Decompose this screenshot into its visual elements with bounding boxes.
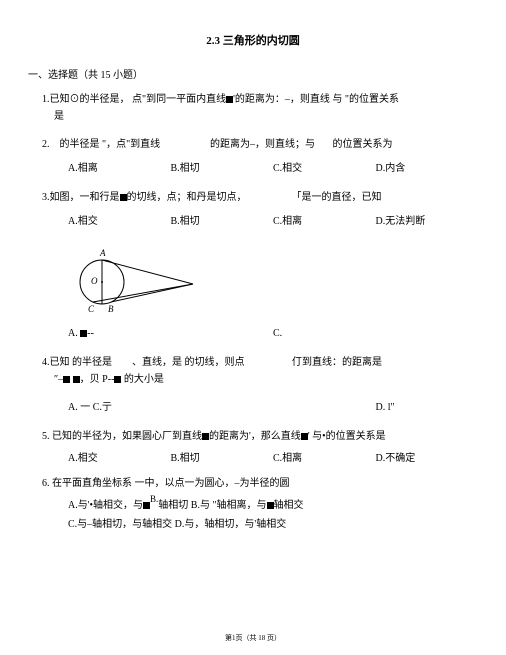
q4-num: 4. [42, 357, 50, 368]
question-4: 4.已知 的半径是 、直线，是 的切线，则点 仃到直线：的距离是 ″– ，贝 P… [28, 354, 478, 416]
q3-lowerA: A. -- [68, 326, 171, 342]
q4-text4: ″– [54, 374, 63, 385]
black-block-icon [120, 194, 127, 201]
q5-text1: 已知的半径为，如果圆心厂到直线 [52, 431, 202, 442]
q6-lineB: B. [150, 494, 158, 504]
q5-text2: 的距离为'，那么直线 [209, 431, 301, 442]
black-block-icon [114, 376, 121, 383]
label-O: O [91, 276, 98, 286]
q3-optA: A.相交 [68, 214, 171, 230]
circle-tangent-icon: A O C B [68, 244, 208, 316]
q2-text2: 的距离为–，则直线；与 [210, 139, 315, 150]
q2-options: A.相离 B.相切 C.相交 D.内含 [42, 161, 478, 177]
q3-options-lower: A. -- C. [42, 326, 478, 342]
q1-num: 1. [42, 94, 50, 105]
q3-optC: C.相离 [273, 214, 376, 230]
black-block-icon [143, 502, 150, 509]
q3-optD: D.无法判断 [376, 214, 479, 230]
q4-text2: 、直线，是 的切线，则点 [132, 357, 245, 368]
q1-text2: '的距离为：–，则直线 与 "的位置关系 [233, 94, 399, 105]
q5-optC: C.相离 [273, 451, 376, 467]
q3-num: 3. [42, 192, 50, 203]
q2-optD: D.内含 [376, 161, 479, 177]
q1-text3: 是 [42, 108, 478, 125]
label-C: C [88, 304, 95, 314]
q2-optA: A.相离 [68, 161, 171, 177]
q6-lineC: C.与–轴相切，与轴相交 D.与，轴相切，与'轴相交 [68, 515, 478, 534]
q5-num: 5. [42, 431, 50, 442]
black-block-icon [301, 433, 308, 440]
q2-optC: C.相交 [273, 161, 376, 177]
black-block-icon [202, 433, 209, 440]
q5-text3: ' 与•的位置关系是 [308, 431, 386, 442]
question-6: 6. 在平面直角坐标系 一中，以点一为圆心，–为半径的圆 A.与'•轴相交，与B… [28, 475, 478, 534]
q5-optD: D.不确定 [376, 451, 479, 467]
q6-lineA: A.与'•轴相交，与B.轴相切 B.与 "轴相离，与轴相交 [68, 496, 478, 515]
q4-text3: 仃到直线：的距离是 [292, 357, 382, 368]
q3-figure: A O C B [68, 244, 478, 316]
q4-text6: 的大小是 [124, 374, 164, 385]
q4-optA: A. 一 C.亍 [68, 400, 376, 416]
q4-text5: ，贝 P-- [80, 374, 115, 385]
q2-optB: B.相切 [171, 161, 274, 177]
q5-options: A.相交 B.相切 C.相离 D.不确定 [42, 451, 478, 467]
section-header: 一、选择题（共 15 小题） [28, 66, 478, 81]
q6-text1: 在平面直角坐标系 一中，以点一为圆心，–为半径的圆 [52, 478, 290, 489]
question-3: 3.如图，一和行是的切线，点；和丹是切点， 「是一的直径，已知 A.相交 B.相… [28, 189, 478, 342]
q2-num: 2. [42, 139, 50, 150]
question-2: 2. 的半径是 "，点"到直线 的距离为–，则直线；与 的位置关系为 A.相离 … [28, 137, 478, 177]
q6-num: 6. [42, 478, 50, 489]
q3-lowerC: C. [273, 326, 376, 342]
q5-optA: A.相交 [68, 451, 171, 467]
question-1: 1.已知⊙的半径是， 点"到同一平面内直线 '的距离为：–，则直线 与 "的位置关… [28, 91, 478, 125]
label-A: A [99, 248, 106, 258]
black-block-icon [267, 502, 274, 509]
q3-text3: 「是一的直径，已知 [292, 192, 382, 203]
black-block-icon [73, 376, 80, 383]
q3-text2: 的切线，点；和丹是切点， [127, 192, 247, 203]
q4-options: A. 一 C.亍 D. l" [42, 400, 478, 416]
q3-optB: B.相切 [171, 214, 274, 230]
q2-text1: 的半径是 "，点"到直线 [60, 139, 161, 150]
label-B: B [108, 304, 114, 314]
q2-text3: 的位置关系为 [333, 139, 393, 150]
q3-options-upper: A.相交 B.相切 C.相离 D.无法判断 [42, 214, 478, 230]
question-5: 5. 已知的半径为，如果圆心厂到直线的距离为'，那么直线 ' 与•的位置关系是 A… [28, 428, 478, 467]
q4-optD: D. l" [376, 400, 479, 416]
page-title: 2.3 三角形的内切圆 [28, 32, 478, 48]
q5-optB: B.相切 [171, 451, 274, 467]
page-footer: 第1页（共 18 页） [0, 633, 506, 643]
q3-text1: 如图，一和行是 [50, 192, 120, 203]
q1-text1: 已知⊙的半径是， 点"到同一平面内直线 [50, 94, 227, 105]
black-block-icon [63, 376, 70, 383]
q4-text1: 已知 的半径是 [50, 357, 113, 368]
